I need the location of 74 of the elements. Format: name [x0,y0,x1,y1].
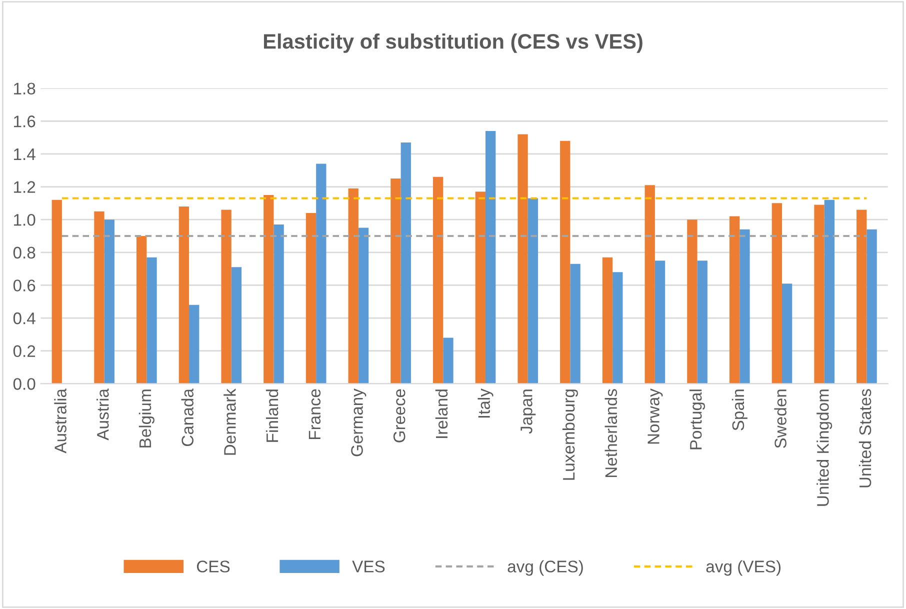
bar [52,200,62,384]
x-tick-label: United States [858,389,872,488]
y-tick-label: 0.0 [13,378,36,390]
y-tick-label: 0.2 [13,345,36,358]
y-tick-label: 1.4 [14,148,36,160]
bar [306,213,316,384]
x-tick-label: Sweden [774,390,786,448]
x-tick-label: Portugal [690,390,706,450]
x-tick-label: Austria [96,388,109,440]
bar [856,210,867,384]
y-tick-label: 1.0 [14,214,36,226]
x-tick-label: Ireland [435,390,448,438]
bar [94,211,104,384]
bar [528,198,538,384]
bar [443,338,454,384]
x-tick-label: Germany [351,388,366,456]
bar [740,229,750,384]
y-tick-label: 0.8 [13,246,36,259]
bar [687,220,698,384]
bar [390,178,401,384]
legend-label: avg (CES) [508,560,583,576]
y-tick-label: 0.4 [13,312,36,324]
x-tick-label: Australia [54,388,66,454]
bar [602,257,613,384]
bar [697,260,708,384]
x-tick-label: Finland [266,390,278,442]
x-tick-label: Canada [181,388,194,446]
bar [644,185,655,384]
bar [486,130,496,384]
bar [264,194,274,384]
bar [178,206,190,384]
x-tick-label: Denmark [224,388,236,455]
bar [104,220,114,384]
x-tick-label: Belgium [138,390,154,448]
x-tick-label: Luxembourg [562,390,578,480]
legend-label: avg (VES) [706,560,781,576]
bar [772,203,782,384]
y-tick-label: 1.6 [14,116,36,128]
bar [221,210,232,384]
bar [316,164,326,384]
bar [782,284,792,384]
bar [274,224,284,384]
bar [866,229,877,384]
y-tick-label: 1.8 [14,82,36,95]
x-tick-label: Japan [520,390,536,434]
y-tick-label: 1.2 [14,181,36,193]
bar [824,200,835,384]
x-tick-label: Italy [478,388,494,418]
bar [475,192,486,384]
x-tick-label: United Kingdom [816,390,832,506]
bar [570,264,580,384]
bar [146,257,157,384]
legend-label: VES [352,560,385,572]
x-tick-label: Norway [648,388,663,444]
bar [560,140,570,384]
x-tick-label: Netherlands [604,389,618,478]
x-tick-label: Spain [732,390,748,430]
bar [348,188,358,384]
bar [189,304,200,384]
bar [612,272,623,384]
bar [729,216,740,384]
chart-title: Elasticity of substitution (CES vs VES) [264,33,642,53]
y-tick-label: 0.6 [13,280,36,292]
bar [654,260,666,384]
legend-label: CES [196,560,230,572]
x-tick-label: Greece [393,389,406,442]
bar [231,267,242,384]
bar [432,176,444,384]
bar [518,134,528,384]
bar [814,204,824,384]
bar [136,236,147,384]
bar [358,228,369,384]
x-tick-label: France [308,389,321,440]
bar [400,142,411,384]
